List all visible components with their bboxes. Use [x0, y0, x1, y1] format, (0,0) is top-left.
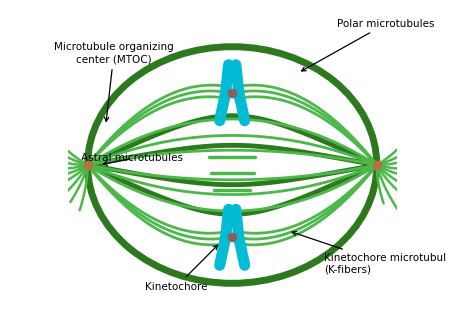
Text: Microtubule organizing
center (MTOC): Microtubule organizing center (MTOC) — [54, 43, 174, 121]
Text: Astral microtubules: Astral microtubules — [81, 153, 183, 165]
Text: Polar microtubules: Polar microtubules — [301, 19, 435, 71]
Text: Kinetochore microtubul
(K-fibers): Kinetochore microtubul (K-fibers) — [292, 231, 447, 274]
Text: Kinetochore: Kinetochore — [145, 245, 218, 292]
